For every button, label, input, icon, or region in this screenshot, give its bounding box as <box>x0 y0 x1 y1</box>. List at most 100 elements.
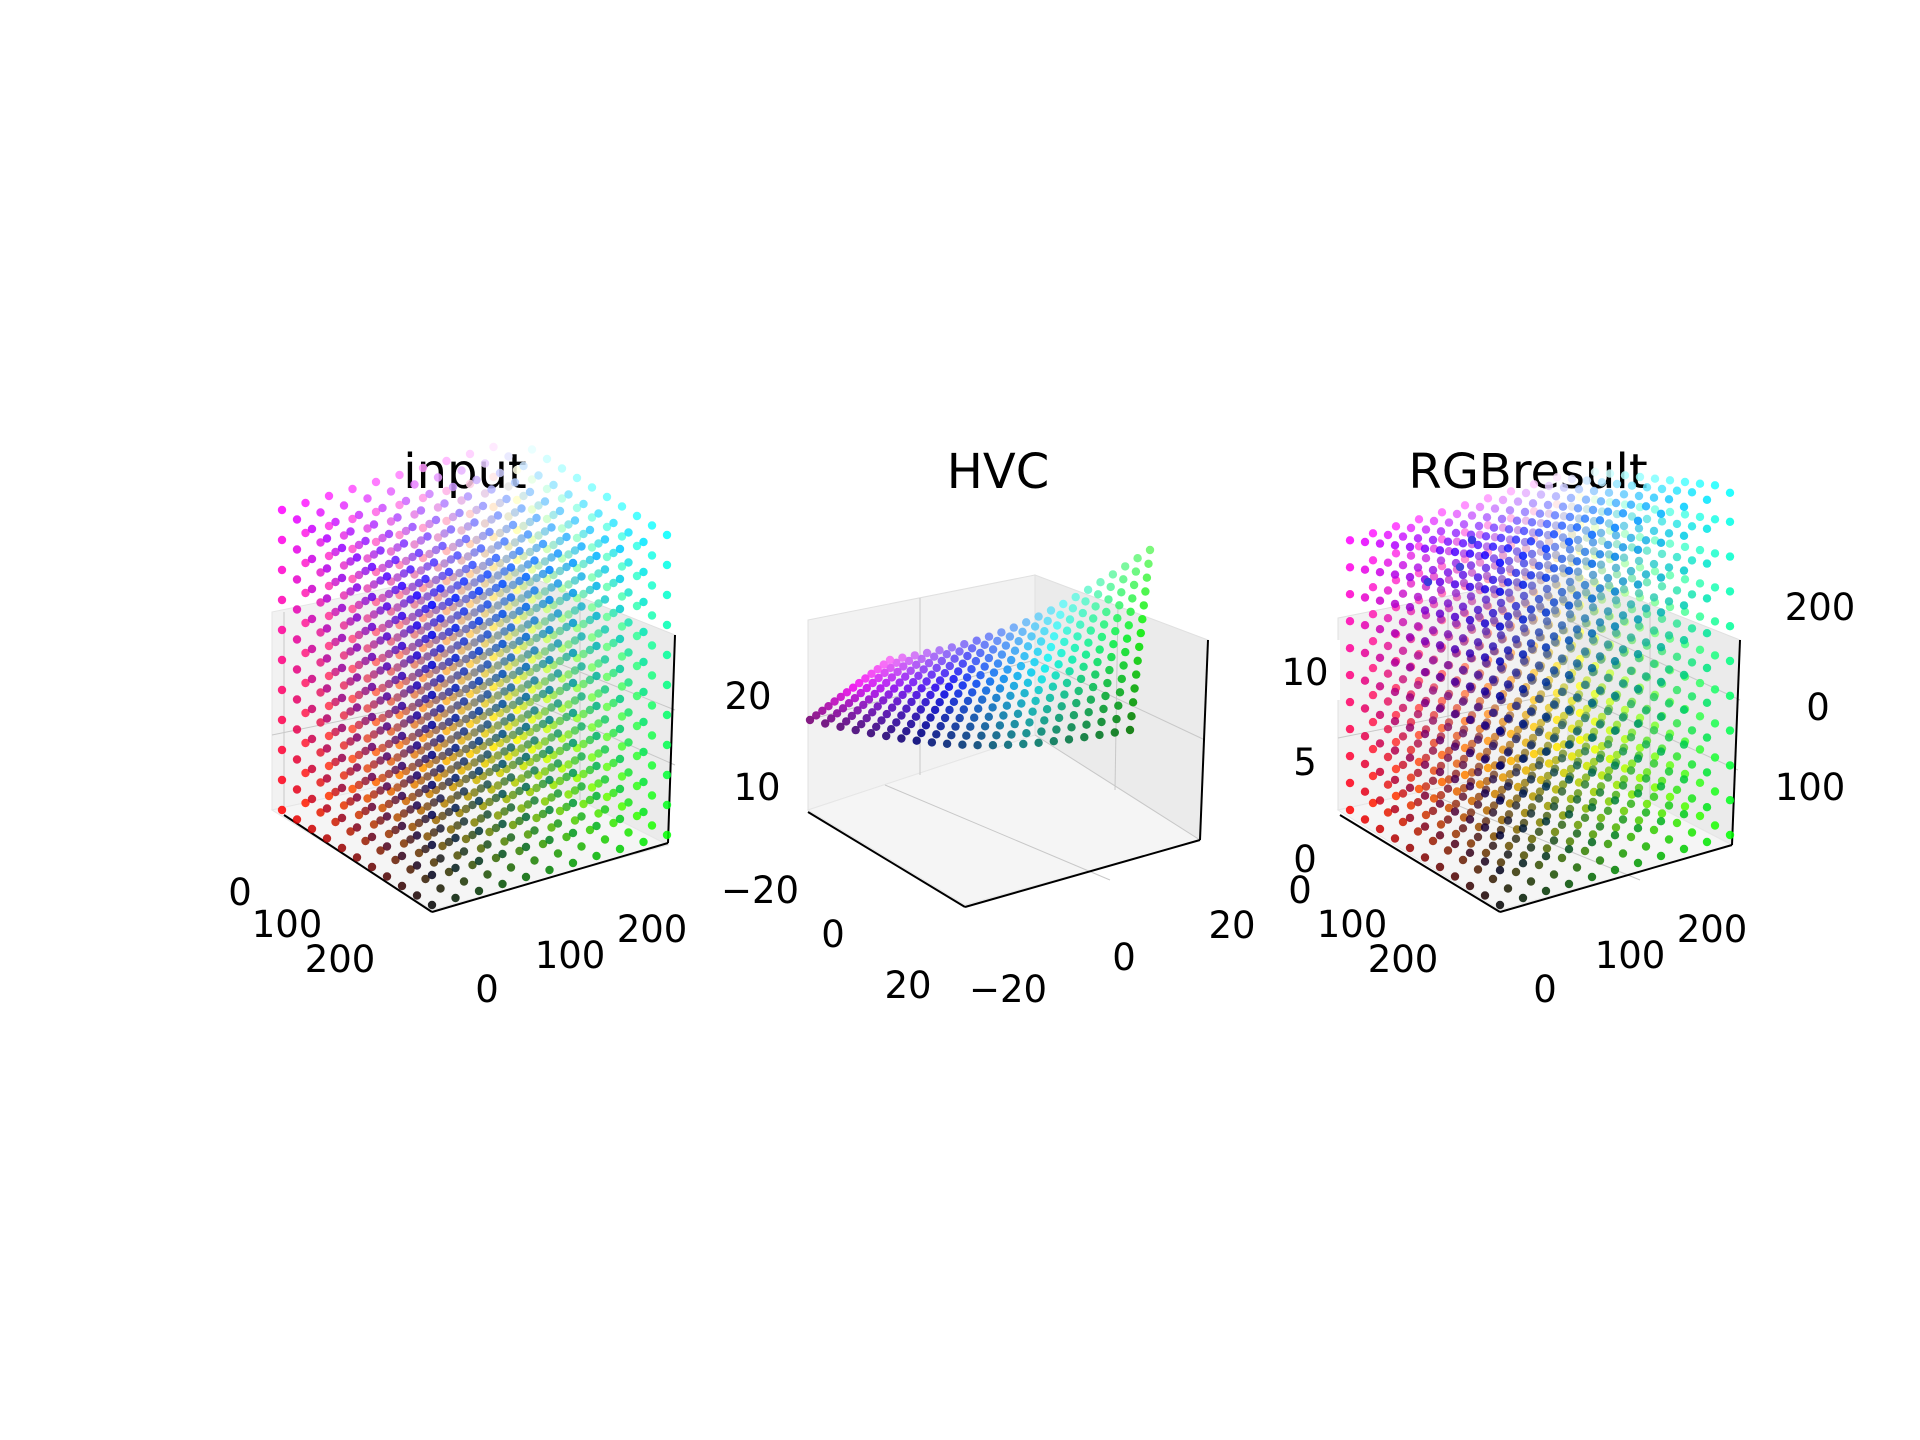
data-point <box>947 643 957 652</box>
data-point <box>1428 746 1438 755</box>
data-point <box>1587 664 1597 673</box>
data-point <box>624 618 633 627</box>
data-point <box>307 674 317 684</box>
hvc-axis-lines <box>807 639 1209 908</box>
data-point <box>1633 516 1643 525</box>
data-point <box>461 684 471 694</box>
data-point <box>1710 821 1720 830</box>
data-point <box>1656 851 1666 861</box>
data-point <box>1633 858 1643 868</box>
data-point <box>1480 755 1490 764</box>
data-point <box>1595 856 1605 865</box>
data-point <box>418 463 428 473</box>
data-point <box>1526 877 1536 886</box>
data-point <box>339 591 349 600</box>
data-point <box>1679 502 1689 511</box>
data-point <box>1511 768 1521 777</box>
data-point <box>555 596 565 606</box>
data-point <box>523 560 533 569</box>
data-point <box>384 829 394 839</box>
data-point <box>459 877 469 886</box>
data-point <box>1117 588 1126 597</box>
data-point <box>1465 649 1475 658</box>
data-point <box>1687 692 1697 701</box>
data-point <box>615 754 625 764</box>
data-point <box>1605 469 1615 478</box>
data-point <box>412 591 422 600</box>
data-point <box>470 668 479 677</box>
data-point <box>324 791 334 801</box>
data-point <box>937 656 946 666</box>
data-point <box>1619 775 1629 784</box>
data-point <box>316 808 325 817</box>
data-point <box>1391 522 1401 531</box>
data-point <box>1619 806 1629 816</box>
data-point <box>463 492 473 501</box>
data-point <box>632 781 642 791</box>
data-point <box>371 537 381 547</box>
data-point <box>587 573 597 582</box>
data-point <box>414 638 424 648</box>
data-point <box>414 578 424 588</box>
data-point <box>408 762 417 772</box>
data-point <box>617 772 627 781</box>
data-point <box>1474 521 1484 531</box>
data-point <box>1360 759 1370 769</box>
data-point <box>1512 794 1522 803</box>
data-point <box>1702 663 1712 673</box>
data-point <box>1101 691 1110 701</box>
data-point <box>1575 735 1585 745</box>
data-point <box>1383 641 1393 651</box>
data-point <box>1656 782 1666 791</box>
data-point <box>1504 556 1514 566</box>
data-point <box>617 712 627 721</box>
data-point <box>1405 753 1415 762</box>
data-point <box>1642 483 1652 492</box>
data-point <box>907 697 916 707</box>
data-point <box>902 727 911 736</box>
data-point <box>459 757 469 766</box>
data-point <box>506 563 516 572</box>
data-point <box>1413 710 1423 719</box>
data-point <box>348 634 357 644</box>
data-point <box>438 751 447 761</box>
data-point <box>1695 745 1705 754</box>
data-point <box>899 662 908 671</box>
data-point <box>1656 677 1666 687</box>
data-point <box>547 823 556 832</box>
data-point <box>418 493 428 503</box>
data-point <box>1626 566 1636 576</box>
data-point <box>474 646 484 656</box>
data-point <box>562 532 571 542</box>
data-point <box>1597 507 1607 516</box>
data-point <box>517 804 526 813</box>
data-point <box>474 886 484 896</box>
data-point <box>399 809 409 818</box>
data-point <box>927 670 936 679</box>
data-point <box>369 580 379 589</box>
data-point <box>301 798 310 808</box>
data-point <box>346 707 355 716</box>
data-point <box>429 588 439 597</box>
data-point <box>412 621 422 630</box>
data-point <box>1526 707 1536 716</box>
data-point <box>498 789 507 799</box>
data-point <box>384 559 394 569</box>
data-point <box>444 597 454 607</box>
data-point <box>391 675 400 685</box>
data-point <box>444 837 454 847</box>
data-point <box>1573 599 1583 608</box>
data-point <box>879 660 888 669</box>
data-point <box>624 528 633 537</box>
data-point <box>1428 686 1438 695</box>
data-point <box>1610 552 1620 561</box>
data-point <box>995 721 1005 730</box>
data-point <box>632 571 642 581</box>
data-point <box>506 773 516 782</box>
data-point <box>1091 670 1100 679</box>
data-point <box>1406 551 1416 560</box>
data-point <box>1581 495 1591 504</box>
data-point <box>540 677 550 686</box>
data-point <box>1406 773 1416 782</box>
data-point <box>1564 845 1574 854</box>
